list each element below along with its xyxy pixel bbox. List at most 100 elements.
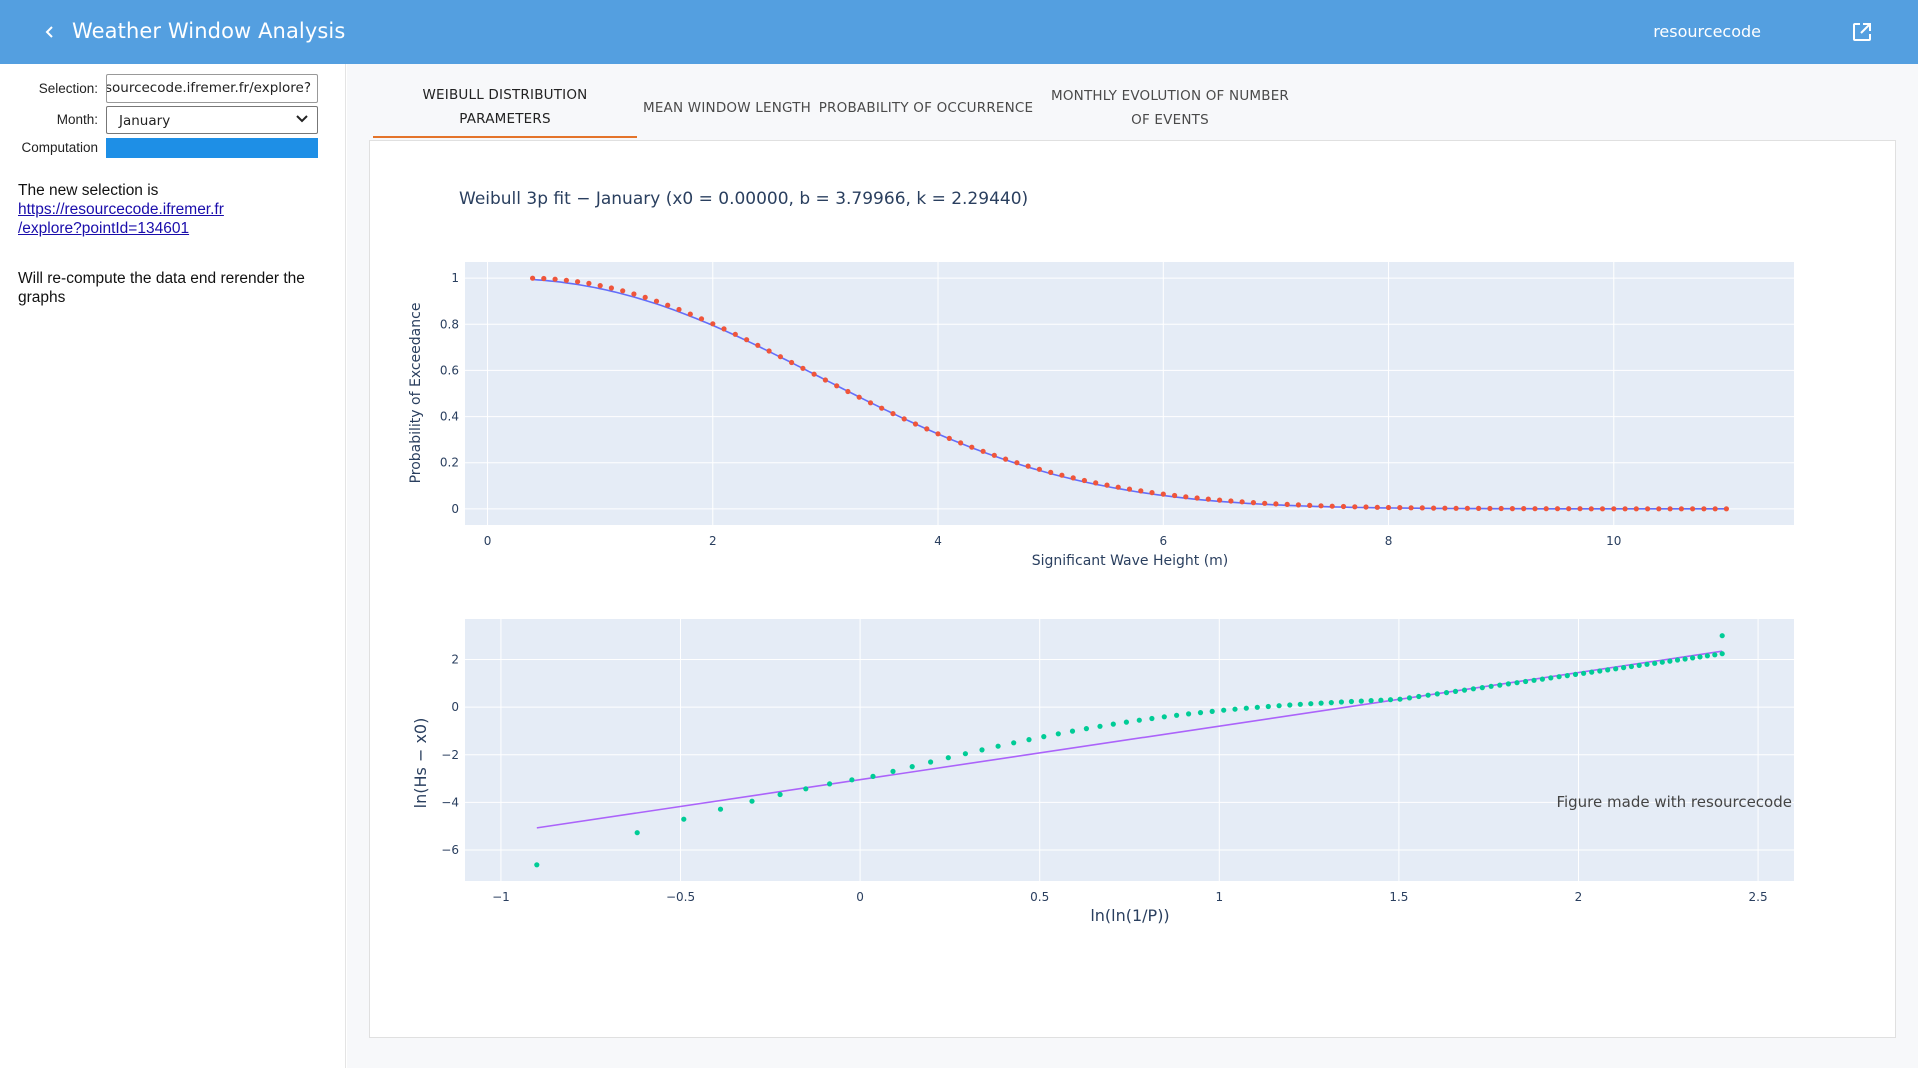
resourcecode-link[interactable]: resourcecode <box>1653 22 1761 41</box>
linearized-markers <box>534 633 1725 868</box>
tab-label-line-2: OF EVENTS <box>1131 112 1209 128</box>
exceedance-marker <box>1228 498 1234 504</box>
exceedance-marker <box>710 321 716 327</box>
linearized-y-tick-label: −4 <box>441 795 459 809</box>
exceedance-marker <box>935 431 941 437</box>
exceedance-marker <box>912 421 919 427</box>
exceedance-marker <box>1014 460 1020 466</box>
exceedance-marker <box>1678 506 1684 512</box>
tab-label: MEAN WINDOW LENGTH <box>642 100 812 116</box>
linearized-marker <box>1097 723 1103 729</box>
selection-link[interactable]: https://resourcecode.ifremer.fr/explore?… <box>18 201 224 237</box>
exceedance-marker <box>541 275 547 282</box>
linearized-marker <box>962 751 969 757</box>
exceedance-marker <box>1025 463 1031 469</box>
selection-label: Selection: <box>38 81 98 96</box>
tab-weibull-distribution-parameters[interactable]: WEIBULL DISTRIBUTION PARAMETERS <box>373 78 637 138</box>
linearized-marker <box>1406 695 1413 701</box>
linearized-tick-labels: −1 −0.5 0 0.5 1 1.5 2 2.5 −6 −4 −2 0 2 <box>441 652 1767 904</box>
exceedance-marker <box>732 331 738 337</box>
linearized-marker <box>1659 659 1665 665</box>
tab-probability-of-occurrence[interactable]: PROBABILITY OF OCCURRENCE <box>817 78 1035 138</box>
exceedance-marker <box>1093 480 1099 486</box>
exceedance-marker <box>800 365 806 371</box>
exceedance-marker <box>1352 504 1358 510</box>
exceedance-marker <box>1284 501 1290 507</box>
exceedance-marker <box>946 435 952 441</box>
linearized-marker <box>1221 707 1227 713</box>
linearized-marker <box>1186 711 1192 717</box>
exceedance-y-axis-label: Probability of Exceedance <box>408 303 424 484</box>
exceedance-marker <box>1239 499 1245 505</box>
linearized-y-tick-label: −2 <box>441 748 459 762</box>
exceedance-marker <box>642 294 648 300</box>
exceedance-y-tick-label: 0.4 <box>440 410 459 424</box>
linearized-marker <box>1368 698 1374 704</box>
exceedance-marker <box>563 277 569 283</box>
exceedance-marker <box>789 359 795 366</box>
linearized-marker <box>1069 728 1076 734</box>
weibull-figure[interactable]: Weibull 3p fit − January (x0 = 0.00000, … <box>370 141 1897 1039</box>
tab-monthly-evolution[interactable]: MONTHLY EVOLUTION OF NUMBER OF EVENTS <box>1035 78 1305 138</box>
linearized-marker <box>1452 688 1459 695</box>
exceedance-marker <box>1217 497 1223 503</box>
linearized-x-tick-label: −0.5 <box>666 890 695 904</box>
exceedance-marker <box>1149 490 1155 496</box>
linearized-marker <box>827 781 833 787</box>
linearized-chart: −1 −0.5 0 0.5 1 1.5 2 2.5 −6 −4 −2 0 2 Figure made w… <box>411 619 1794 925</box>
linearized-marker <box>1243 705 1249 711</box>
sidebar: Selection: https://resourcecode.ifremer.… <box>0 64 346 1068</box>
linearized-x-tick-label: −1 <box>492 890 510 904</box>
exceedance-marker <box>676 306 682 313</box>
linearized-marker <box>1416 693 1422 700</box>
linearized-marker <box>1719 651 1725 657</box>
linearized-marker <box>803 786 809 792</box>
month-row: Month: January <box>0 106 346 134</box>
exceedance-marker <box>1374 504 1380 510</box>
exceedance-marker <box>1487 505 1493 512</box>
linearized-y-tick-label: −6 <box>441 843 459 857</box>
exceedance-marker <box>1566 506 1572 512</box>
linearized-marker <box>1704 653 1710 659</box>
linearized-marker <box>1470 686 1476 692</box>
exceedance-marker <box>1081 477 1087 484</box>
exceedance-marker <box>608 285 614 291</box>
linearized-marker <box>1443 690 1450 696</box>
exceedance-marker <box>1667 506 1673 512</box>
exceedance-x-tick-label: 2 <box>709 534 717 548</box>
exceedance-marker <box>1599 506 1606 512</box>
month-select[interactable]: January <box>106 106 318 134</box>
exceedance-marker <box>631 291 637 297</box>
external-link-button[interactable] <box>1846 16 1878 48</box>
exceedance-gridlines <box>465 262 1794 525</box>
exceedance-marker <box>1036 466 1042 472</box>
linearized-marker <box>1556 674 1562 680</box>
linearized-marker <box>1425 692 1431 698</box>
linearized-marker <box>1621 665 1627 671</box>
linearized-marker <box>1297 701 1303 707</box>
exceedance-marker <box>597 283 603 289</box>
exceedance-marker <box>766 348 772 354</box>
exceedance-chart: 0 2 4 6 8 10 0 0.2 0.4 0.6 0.8 1 Significant Wave H… <box>408 262 1794 569</box>
exceedance-marker <box>744 337 750 343</box>
exceedance-marker <box>1385 504 1392 511</box>
selection-message-intro: The new selection is <box>18 182 159 199</box>
linearized-marker <box>749 798 755 804</box>
selection-input[interactable]: https://resourcecode.ifremer.fr/explore?… <box>106 74 318 103</box>
exceedance-marker <box>1453 505 1459 511</box>
exceedance-marker <box>698 316 705 322</box>
tab-mean-window-length[interactable]: MEAN WINDOW LENGTH <box>637 78 817 138</box>
linearized-x-axis-label: ln(ln(1/P)) <box>1090 906 1169 925</box>
exceedance-marker <box>1431 505 1437 511</box>
linearized-marker <box>1712 652 1718 658</box>
exceedance-marker <box>1611 506 1617 512</box>
linearized-marker <box>1505 681 1511 687</box>
tab-label-line-1: MONTHLY EVOLUTION OF NUMBER <box>1050 88 1290 104</box>
exceedance-marker <box>1577 506 1583 512</box>
linearized-marker <box>1644 661 1650 667</box>
linearized-marker <box>1636 662 1642 669</box>
back-button[interactable] <box>34 16 66 48</box>
app-title: Weather Window Analysis <box>72 19 346 43</box>
linearized-marker <box>534 862 540 868</box>
exceedance-marker <box>1115 484 1121 490</box>
